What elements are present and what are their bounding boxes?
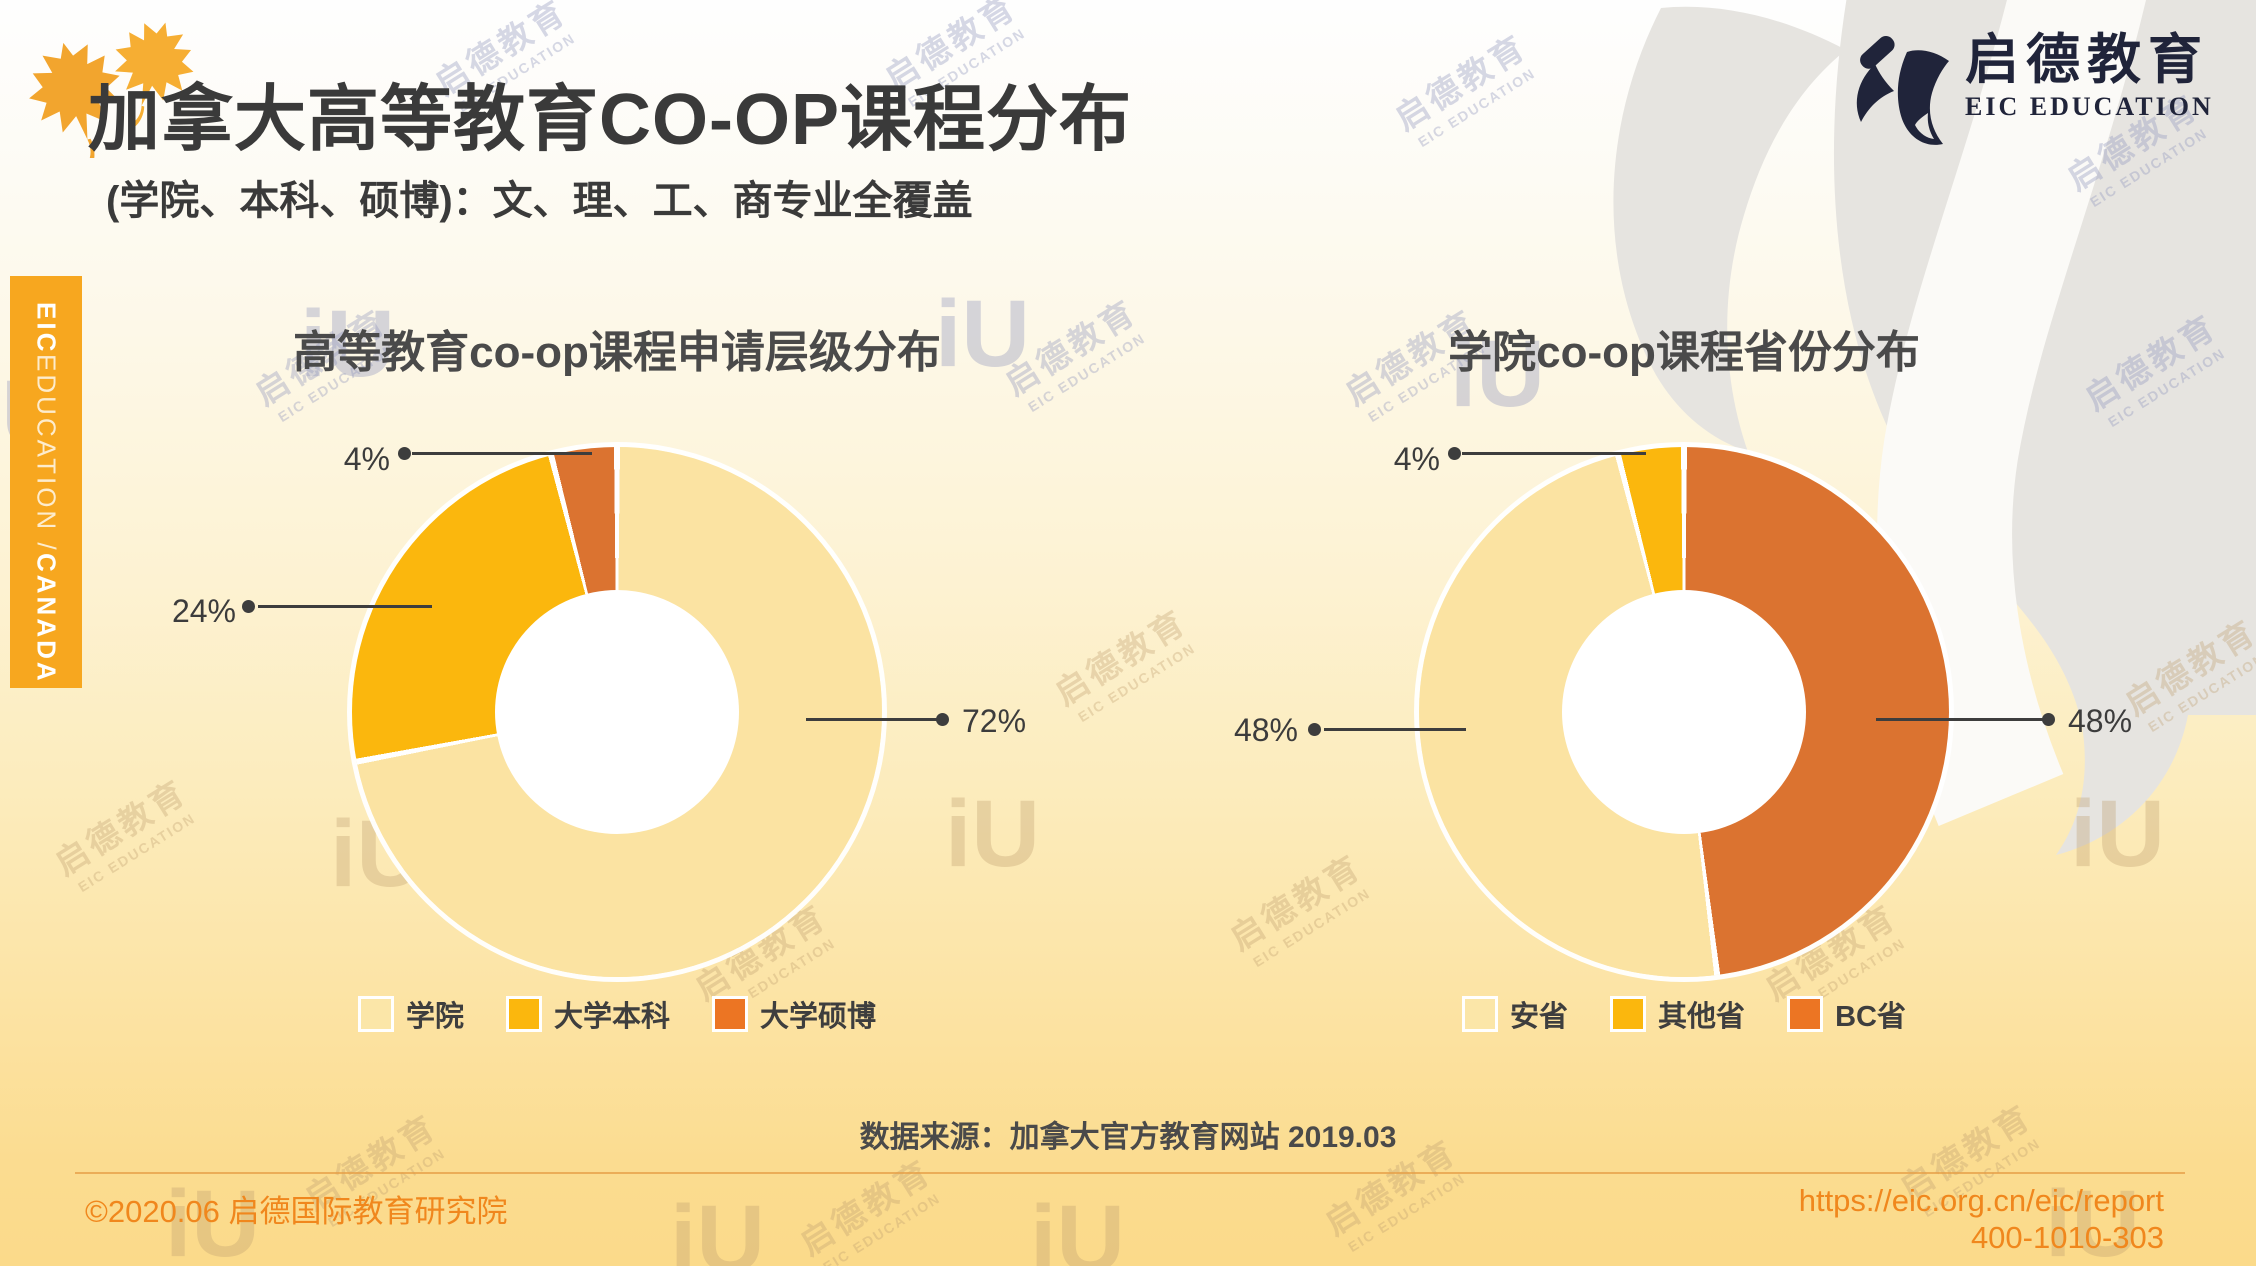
legend-swatch-graduate bbox=[712, 996, 748, 1032]
chart1-callout-line-24 bbox=[258, 605, 432, 608]
chart2-callout-label-48-left: 48% bbox=[1233, 712, 1298, 748]
page-title: 加拿大高等教育CO-OP课程分布 bbox=[88, 80, 1133, 160]
footer-divider bbox=[75, 1172, 2185, 1174]
chart1-callout-label-24: 24% bbox=[171, 593, 236, 629]
legend-swatch-ontario bbox=[1462, 996, 1499, 1032]
copyright-text: ©2020.06 启德国际教育研究院 bbox=[85, 1194, 508, 1229]
page-subtitle: (学院、本科、硕博)：文、理、工、商专业全覆盖 bbox=[106, 179, 973, 223]
chart1-donut-hole bbox=[495, 590, 739, 834]
chart2-callout-line-48-left bbox=[1324, 728, 1466, 731]
chart2-donut-hole bbox=[1562, 590, 1806, 834]
legend-item: 其他省 bbox=[1610, 993, 1745, 1035]
legend-swatch-college bbox=[357, 996, 394, 1032]
legend-label: 安省 bbox=[1510, 1001, 1569, 1033]
chart2-callout-line-48-right bbox=[1876, 718, 2044, 721]
chart1-callout-dot-4 bbox=[398, 447, 411, 460]
footer-contact: https://eic.org.cn/eic/report 400-1010-3… bbox=[1799, 1182, 2164, 1256]
legend-item: 安省 bbox=[1462, 993, 1568, 1035]
source-note: 数据来源：加拿大官方教育网站 2019.03 bbox=[859, 1121, 1397, 1154]
legend-item: 学院 bbox=[357, 993, 464, 1035]
chart1-callout-dot-72 bbox=[936, 713, 949, 726]
chart2-callout-dot-4 bbox=[1448, 447, 1461, 460]
chart2-callout-dot-48-left bbox=[1308, 723, 1321, 736]
chart2-callout-line-4 bbox=[1462, 452, 1646, 455]
chart1-callout-line-72 bbox=[806, 718, 938, 721]
chart1-donut bbox=[352, 447, 882, 977]
chart2-donut bbox=[1419, 447, 1949, 977]
legend-swatch-bc bbox=[1787, 996, 1824, 1032]
legend-swatch-other-provinces bbox=[1610, 996, 1647, 1032]
chart1-callout-label-4: 4% bbox=[343, 441, 390, 477]
legend-label: 学院 bbox=[405, 1001, 464, 1033]
report-url: https://eic.org.cn/eic/report bbox=[1798, 1183, 2164, 1218]
chart2-legend: 安省 其他省 BC省 bbox=[1319, 993, 2049, 1035]
brand-logo: 启德教育 EIC EDUCATION bbox=[1845, 30, 2214, 148]
legend-item: BC省 bbox=[1787, 993, 1906, 1035]
legend-label: BC省 bbox=[1835, 1001, 1906, 1033]
chart1-callout-line-4 bbox=[412, 452, 592, 455]
sidebar-brand-rest: EDUCATION / bbox=[31, 354, 62, 553]
chart2-callout-label-4: 4% bbox=[1393, 441, 1440, 477]
legend-label: 大学本科 bbox=[553, 1001, 670, 1033]
legend-swatch-undergrad bbox=[505, 996, 542, 1032]
brand-name-cn: 启德教育 bbox=[1965, 30, 2209, 90]
brand-logo-icon bbox=[1856, 35, 1949, 145]
chart2-title: 学院co-op课程省份分布 bbox=[1448, 328, 1920, 377]
iu-glyph-watermark: iU bbox=[1030, 1186, 1125, 1266]
chart2-callout-dot-48-right bbox=[2042, 713, 2055, 726]
sidebar-brand: EIC bbox=[31, 302, 62, 355]
report-phone: 400-1010-303 bbox=[1970, 1220, 2164, 1255]
iu-glyph-watermark: iU bbox=[670, 1186, 765, 1266]
chart2-callout-label-48-right: 48% bbox=[2068, 703, 2133, 739]
sidebar-region: CANADA bbox=[31, 552, 62, 684]
legend-item: 大学本科 bbox=[505, 993, 670, 1035]
chart1-callout-dot-24 bbox=[242, 600, 255, 613]
chart1-callout-label-72: 72% bbox=[962, 703, 1027, 739]
brand-name-en: EIC EDUCATION bbox=[1965, 92, 2214, 121]
iu-glyph-watermark: iU bbox=[945, 781, 1040, 887]
legend-label: 大学硕博 bbox=[760, 1001, 877, 1033]
legend-label: 其他省 bbox=[1658, 1001, 1746, 1033]
sidebar-tab-eic-canada: EIC EDUCATION / CANADA bbox=[10, 276, 82, 688]
brand-swoosh-decoration bbox=[1613, 0, 2256, 855]
chart1-title: 高等教育co-op课程申请层级分布 bbox=[293, 328, 941, 377]
legend-item: 大学硕博 bbox=[712, 993, 876, 1035]
chart1-legend: 学院 大学本科 大学硕博 bbox=[252, 993, 982, 1035]
